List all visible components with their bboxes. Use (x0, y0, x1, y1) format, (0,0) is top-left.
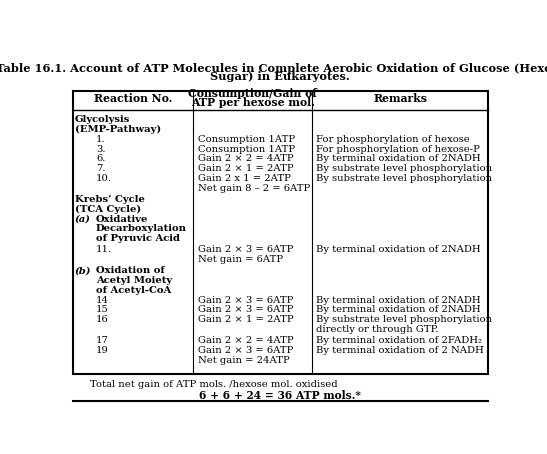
Text: 1.: 1. (96, 135, 106, 144)
Text: 17: 17 (96, 336, 109, 345)
Text: Gain 2 × 3 = 6ATP: Gain 2 × 3 = 6ATP (197, 346, 293, 355)
Text: (b): (b) (75, 266, 91, 275)
Text: By terminal oxidation of 2NADH: By terminal oxidation of 2NADH (316, 245, 481, 254)
Text: Glycolysis: Glycolysis (75, 115, 130, 124)
Text: Total net gain of ATP mols. /hexose mol. oxidised: Total net gain of ATP mols. /hexose mol.… (90, 380, 337, 389)
Text: Consumption 1ATP: Consumption 1ATP (197, 145, 295, 153)
Text: Gain 2 × 2 = 4ATP: Gain 2 × 2 = 4ATP (197, 154, 293, 163)
Text: For phosphorylation of hexose-P: For phosphorylation of hexose-P (316, 145, 480, 153)
Text: For phosphorylation of hexose: For phosphorylation of hexose (316, 135, 470, 144)
Text: By terminal oxidation of 2NADH: By terminal oxidation of 2NADH (316, 154, 481, 163)
Text: 3.: 3. (96, 145, 106, 153)
Text: Consumption 1ATP: Consumption 1ATP (197, 135, 295, 144)
Text: ATP per hexose mol.: ATP per hexose mol. (191, 97, 315, 108)
Text: Gain 2 × 1 = 2ATP: Gain 2 × 1 = 2ATP (197, 164, 293, 173)
Text: (a): (a) (75, 215, 91, 223)
Text: (EMP-Pathway): (EMP-Pathway) (75, 125, 161, 134)
Text: Reaction No.: Reaction No. (94, 93, 172, 104)
Text: 7.: 7. (96, 164, 106, 173)
Text: Gain 2 × 3 = 6ATP: Gain 2 × 3 = 6ATP (197, 245, 293, 254)
Text: By terminal oxidation of 2 NADH̅: By terminal oxidation of 2 NADH̅ (316, 346, 484, 355)
Text: By substrate level phosphorylation: By substrate level phosphorylation (316, 174, 492, 183)
Text: By terminal oxidation of 2NADH: By terminal oxidation of 2NADH (316, 306, 481, 315)
Text: Gain 2 × 3 = 6ATP: Gain 2 × 3 = 6ATP (197, 296, 293, 305)
Text: Net gain = 6ATP: Net gain = 6ATP (197, 255, 283, 264)
Text: Gain 2 x 1 = 2ATP: Gain 2 x 1 = 2ATP (197, 174, 290, 183)
Text: Gain 2 × 2 = 4ATP: Gain 2 × 2 = 4ATP (197, 336, 293, 345)
Text: Net gain 8 – 2 = 6ATP: Net gain 8 – 2 = 6ATP (197, 184, 310, 193)
Text: Net gain = 24ATP: Net gain = 24ATP (197, 356, 289, 365)
Text: By terminal oxidation of 2NADH: By terminal oxidation of 2NADH (316, 296, 481, 305)
Text: directly or through GTP.: directly or through GTP. (316, 325, 439, 334)
Text: By substrate level phosphorylation: By substrate level phosphorylation (316, 164, 492, 173)
Text: By terminal oxidation of 2FADH₂: By terminal oxidation of 2FADH₂ (316, 336, 482, 345)
Text: By substrate level phosphorylation: By substrate level phosphorylation (316, 315, 492, 324)
Text: Table 16.1. Account of ATP Molecules in Complete Aerobic Oxidation of Glucose (H: Table 16.1. Account of ATP Molecules in … (0, 63, 547, 74)
Text: (TCA Cycle): (TCA Cycle) (75, 205, 141, 214)
Text: 11.: 11. (96, 245, 112, 254)
Text: Gain 2 × 3 = 6ATP: Gain 2 × 3 = 6ATP (197, 306, 293, 315)
Text: Remarks: Remarks (373, 93, 427, 104)
Text: 16: 16 (96, 315, 109, 324)
Text: 10.: 10. (96, 174, 112, 183)
Text: Gain 2 × 1 = 2ATP: Gain 2 × 1 = 2ATP (197, 315, 293, 324)
Text: 14: 14 (96, 296, 109, 305)
Text: 6 + 6 + 24 = 36 ATP mols.*: 6 + 6 + 24 = 36 ATP mols.* (200, 390, 361, 401)
Text: 19: 19 (96, 346, 109, 355)
Text: 15: 15 (96, 306, 109, 315)
Text: Krebs’ Cycle: Krebs’ Cycle (75, 195, 144, 204)
Text: Decarboxylation: Decarboxylation (96, 224, 187, 233)
Text: Acetyl Moiety: Acetyl Moiety (96, 276, 172, 285)
Text: of Pyruvic Acid: of Pyruvic Acid (96, 234, 180, 243)
Text: Oxidation of: Oxidation of (96, 266, 165, 275)
Text: Sugar) in Eukaryotes.: Sugar) in Eukaryotes. (211, 71, 350, 82)
Text: of Acetyl-CoA: of Acetyl-CoA (96, 286, 171, 295)
Text: 6.: 6. (96, 154, 106, 163)
Text: Consumption/Gain of: Consumption/Gain of (188, 89, 317, 99)
Text: Oxidative: Oxidative (96, 215, 148, 223)
